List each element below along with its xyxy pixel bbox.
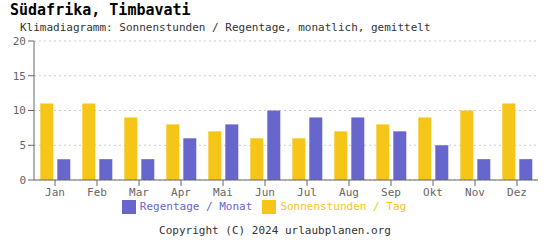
html-text:Klimadiagramm: Sonnenstunden /: Klimadiagramm: Sonnenstunden / Regentage…: [20, 21, 431, 34]
svg-text:5: 5: [19, 139, 26, 152]
svg-text:Apr: Apr: [171, 186, 191, 199]
svg-text:10: 10: [13, 104, 26, 117]
svg-text:Jan: Jan: [45, 186, 65, 199]
svg-text:Dez: Dez: [507, 186, 527, 199]
html-text:Regentage / Monat: Regentage / Monat: [139, 200, 253, 213]
svg-text:Aug: Aug: [339, 186, 359, 199]
html-text:Copyright (C) 2024 urlaubplane: Copyright (C) 2024 urlaubplanen.org: [159, 224, 391, 237]
svg-text:Feb: Feb: [87, 186, 107, 199]
svg-text:Sep: Sep: [381, 186, 401, 199]
svg-text:15: 15: [13, 70, 26, 83]
svg-text:Jul: Jul: [297, 186, 317, 199]
svg-text:0: 0: [19, 174, 26, 187]
svg-text:Mai: Mai: [213, 186, 233, 199]
svg-text:Mar: Mar: [129, 186, 149, 199]
svg-text:Nov: Nov: [465, 186, 485, 199]
svg-text:Jun: Jun: [255, 186, 275, 199]
svg-text:20: 20: [13, 35, 26, 48]
html-text:Sonnenstunden / Tag: Sonnenstunden / Tag: [280, 200, 407, 213]
svg-text:Okt: Okt: [423, 186, 443, 199]
html-text:Südafrika, Timbavati: Südafrika, Timbavati: [10, 1, 191, 19]
